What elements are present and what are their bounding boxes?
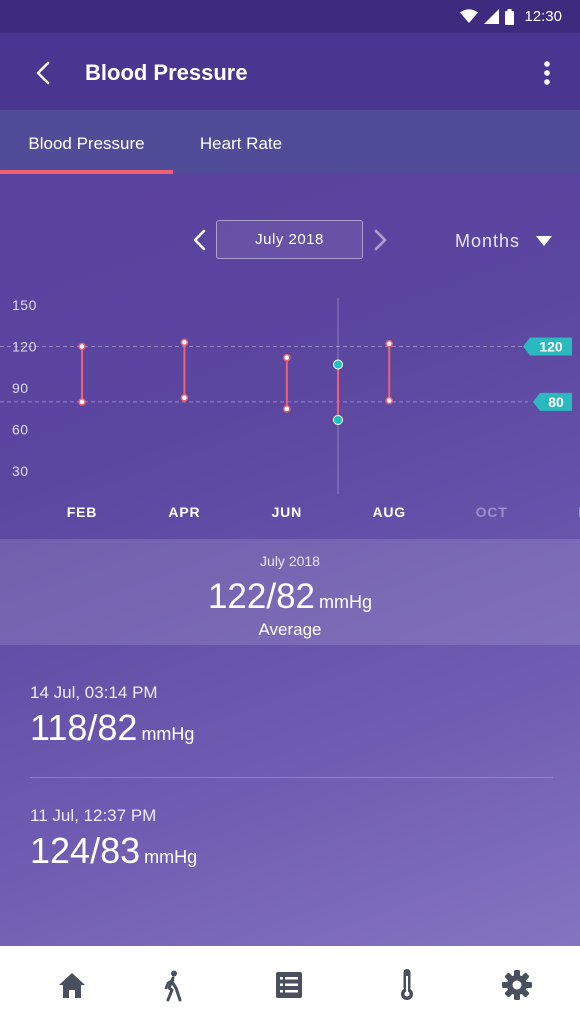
range-low-point <box>78 398 86 406</box>
wifi-icon <box>460 9 479 23</box>
range-bar[interactable] <box>283 353 291 413</box>
x-tick-label: DEC <box>578 504 580 520</box>
back-button[interactable] <box>30 59 58 87</box>
more-vertical-icon <box>544 61 550 85</box>
nav-settings[interactable] <box>500 968 534 1002</box>
tab-bar: Blood Pressure Heart Rate <box>0 110 580 174</box>
more-options-button[interactable] <box>540 59 554 87</box>
average-reading: 122/82 <box>207 577 316 616</box>
nav-home[interactable] <box>55 968 89 1002</box>
range-high-point <box>180 338 189 347</box>
reading-unit: mmHg <box>141 724 195 744</box>
list-item[interactable]: 14 Jul, 03:14 PM 118/82 mmHg <box>30 683 550 749</box>
reading-value-row: 118/82 mmHg <box>30 707 550 749</box>
y-tick-label: 120 <box>12 339 37 355</box>
summary-unit: mmHg <box>319 592 373 612</box>
summary-period: July 2018 <box>260 553 320 569</box>
range-bar[interactable] <box>385 339 393 405</box>
x-tick-label: FEB <box>67 504 97 520</box>
range-low-point <box>385 396 393 405</box>
period-navigation: July 2018 Months <box>0 220 580 260</box>
summary-panel: July 2018 122/82 mmHg Average <box>0 539 580 645</box>
reading-time: 11 Jul, 12:37 PM <box>30 806 157 825</box>
range-high-point <box>283 353 291 362</box>
x-tick-label: APR <box>168 504 200 520</box>
home-icon <box>59 973 85 998</box>
reference-badge-shape <box>533 392 572 411</box>
x-tick-label: OCT <box>476 504 508 520</box>
period-selector[interactable]: July 2018 <box>216 220 363 259</box>
reading-value: 118/82 <box>30 707 138 748</box>
list-item[interactable]: 11 Jul, 12:37 PM 124/83 mmHg <box>30 806 550 872</box>
y-tick-label: 30 <box>12 463 29 479</box>
range-dropdown[interactable]: Months <box>455 231 521 251</box>
reference-badge-label: 80 <box>548 394 564 410</box>
nav-temperature[interactable] <box>390 968 424 1002</box>
nav-activity[interactable] <box>156 968 190 1002</box>
y-tick-label: 150 <box>12 297 37 313</box>
chevron-left-icon <box>36 61 50 85</box>
y-tick-label: 60 <box>12 422 29 438</box>
status-bar: 12:30 <box>0 0 580 33</box>
next-period-button[interactable] <box>370 228 390 252</box>
app-bar: Blood Pressure <box>0 33 580 110</box>
bottom-navigation <box>0 946 580 1024</box>
divider <box>30 777 553 778</box>
reference-badge: 80 <box>533 392 572 411</box>
range-high-point <box>385 339 393 348</box>
battery-icon <box>505 8 515 25</box>
reference-badge: 120 <box>523 337 572 356</box>
status-time: 12:30 <box>524 8 562 25</box>
thermometer-icon <box>401 969 413 1000</box>
active-tab-indicator <box>0 170 173 174</box>
range-bar[interactable] <box>180 338 189 402</box>
caret-down-icon[interactable] <box>536 236 552 246</box>
signal-icon <box>484 9 500 24</box>
reference-badge-shape <box>523 337 572 356</box>
nav-list[interactable] <box>272 968 306 1002</box>
summary-label: Average <box>258 620 322 639</box>
range-low-point <box>333 414 343 425</box>
reference-badge-label: 120 <box>539 339 563 355</box>
reading-value: 124/83 <box>30 830 141 871</box>
summary-value-row: 122/82 mmHg <box>0 577 580 617</box>
reading-value-row: 124/83 mmHg <box>30 830 550 872</box>
walking-icon <box>164 970 182 1002</box>
y-tick-label: 90 <box>12 380 29 396</box>
range-high-point <box>78 342 86 351</box>
page-title: Blood Pressure <box>85 60 248 85</box>
gear-icon <box>502 970 532 1000</box>
reading-time: 14 Jul, 03:14 PM <box>30 683 158 702</box>
range-high-point <box>333 359 343 370</box>
status-icons: 12:30 <box>460 8 562 25</box>
x-tick-label: JUN <box>272 504 302 520</box>
range-bar[interactable] <box>333 359 343 425</box>
tab-heart-rate[interactable]: Heart Rate <box>199 134 283 153</box>
list-icon <box>276 972 302 998</box>
tab-blood-pressure[interactable]: Blood Pressure <box>28 134 145 153</box>
reading-unit: mmHg <box>144 847 198 867</box>
blood-pressure-chart: 30 60 90 120 150 FEB APR JUN AUG OCT DEC 120 80 <box>0 297 580 520</box>
range-bar[interactable] <box>78 342 86 406</box>
chevron-left-icon <box>193 229 206 251</box>
range-low-point <box>283 405 291 413</box>
x-tick-label: AUG <box>372 504 406 520</box>
previous-period-button[interactable] <box>190 228 210 252</box>
chevron-right-icon <box>374 229 387 251</box>
range-low-point <box>180 394 189 402</box>
